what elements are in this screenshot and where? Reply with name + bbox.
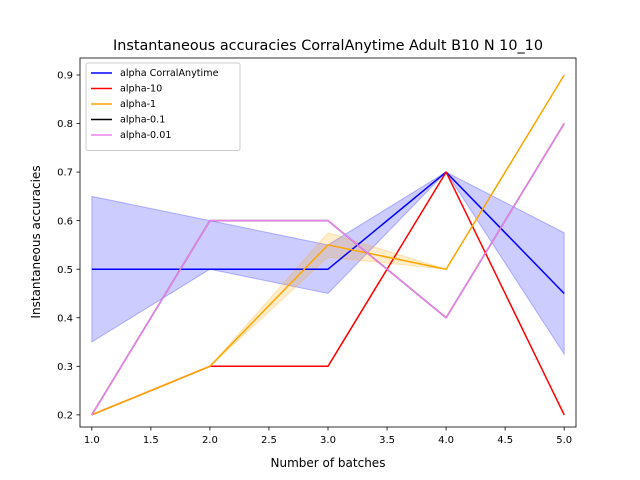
band-alpha-corralanytime <box>91 171 565 356</box>
y-tick-label: 0.6 <box>57 216 73 227</box>
legend-label-alpha-0-1: alpha-0.1 <box>120 115 165 126</box>
legend-label-alpha-10: alpha-10 <box>120 84 162 95</box>
legend-label-alpha-1: alpha-1 <box>120 99 156 110</box>
x-tick-label: 3.0 <box>320 435 336 446</box>
y-tick-label: 0.9 <box>57 71 73 82</box>
x-tick-label: 4.0 <box>438 435 454 446</box>
series-line-alpha-0-01 <box>91 123 565 416</box>
legend-label-alpha-corralanytime: alpha CorralAnytime <box>120 68 219 79</box>
y-tick-label: 0.8 <box>57 119 73 130</box>
y-tick-label: 0.4 <box>57 313 73 324</box>
x-tick-label: 1.0 <box>84 435 100 446</box>
x-axis-label: Number of batches <box>271 456 386 470</box>
y-tick-label: 0.7 <box>57 168 73 179</box>
x-tick-label: 2.0 <box>202 435 218 446</box>
chart-title: Instantaneous accuracies CorralAnytime A… <box>113 38 543 54</box>
y-axis-label: Instantaneous accuracies <box>29 165 43 318</box>
x-axis-ticks: 1.0 1.5 2.0 2.5 3.0 3.5 4.0 4.5 5.0 <box>84 427 572 446</box>
x-tick-label: 2.5 <box>261 435 277 446</box>
legend-box <box>85 62 241 151</box>
x-tick-label: 3.5 <box>379 435 395 446</box>
legend-label-alpha-0-01: alpha-0.01 <box>120 130 171 141</box>
y-tick-label: 0.5 <box>57 265 73 276</box>
y-axis-ticks: 0.2 0.3 0.4 0.5 0.6 0.7 0.8 0.9 <box>57 71 80 421</box>
x-tick-label: 4.5 <box>497 435 513 446</box>
x-tick-label: 1.5 <box>143 435 159 446</box>
y-tick-label: 0.3 <box>57 362 73 373</box>
x-tick-label: 5.0 <box>556 435 572 446</box>
legend: alpha CorralAnytime alpha-10 alpha-1 alpha-… <box>85 62 241 151</box>
series-lines <box>91 74 565 416</box>
y-tick-label: 0.2 <box>57 410 73 421</box>
series-line-alpha-1 <box>91 74 565 416</box>
series-line-alpha-corralanytime <box>91 171 565 295</box>
